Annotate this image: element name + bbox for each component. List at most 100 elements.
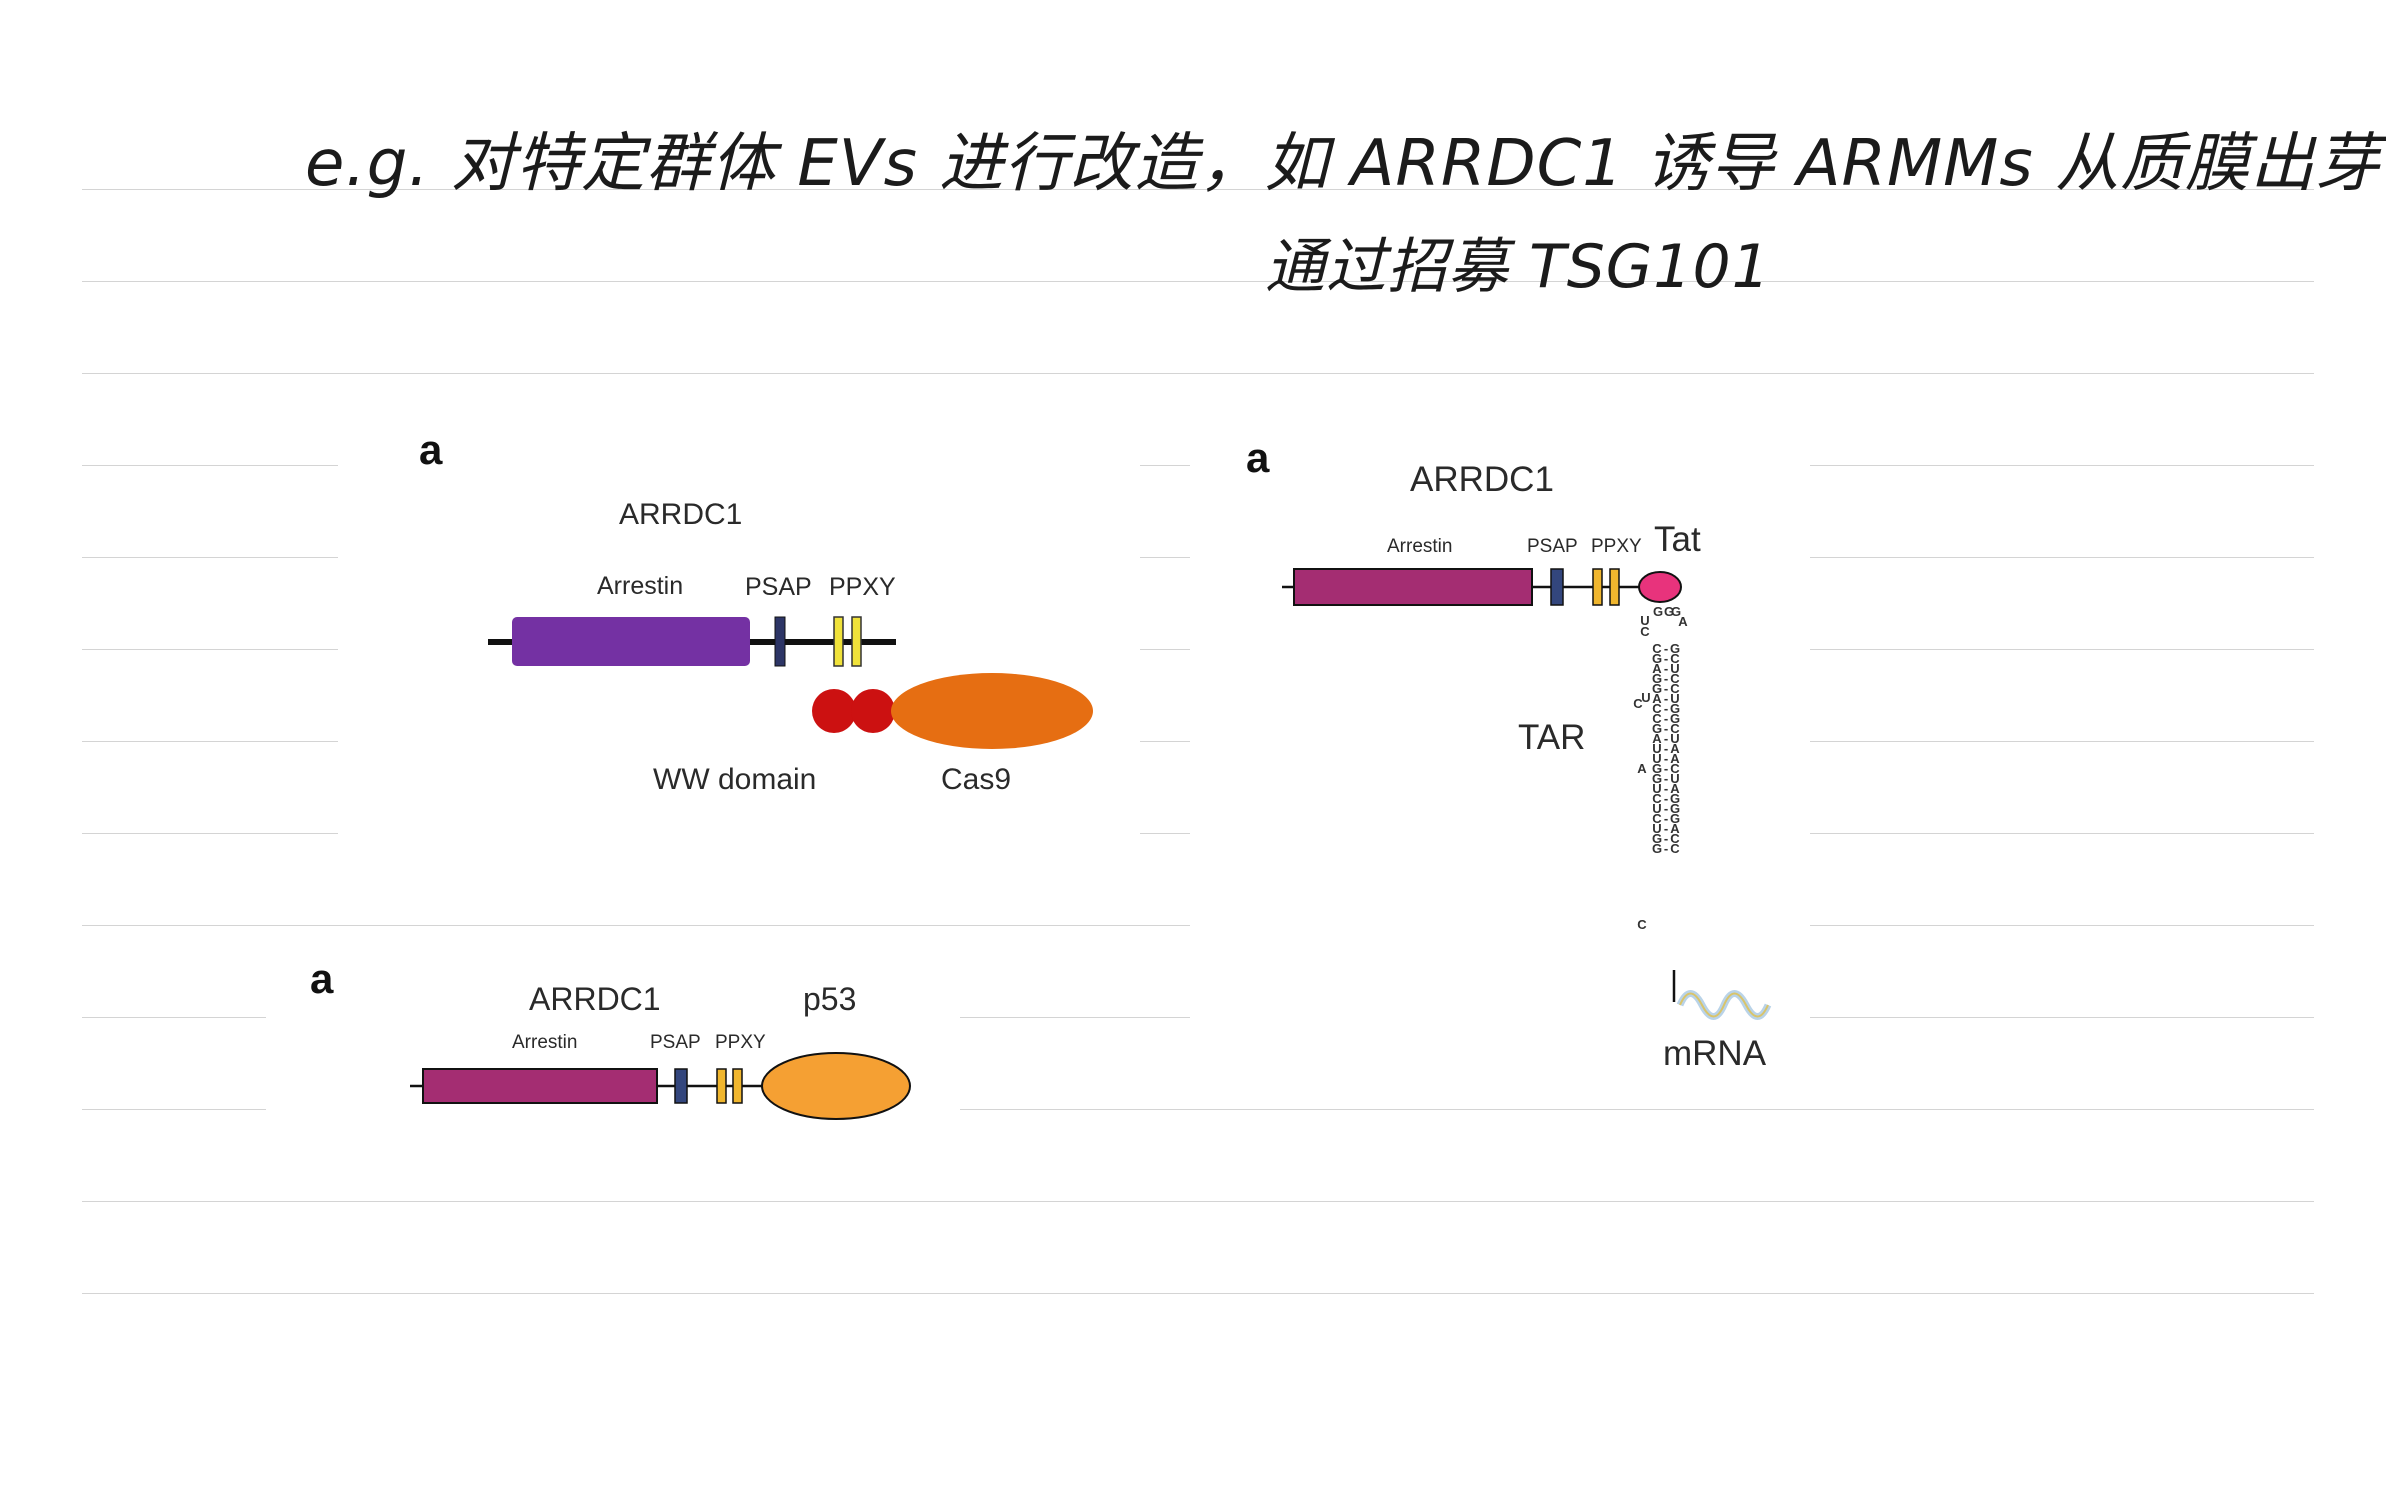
ppxy-motif-box-1 xyxy=(716,1068,727,1104)
tar-left-base: U xyxy=(1652,781,1661,796)
arrestin-domain-box xyxy=(512,617,750,666)
tar-right-base: C xyxy=(1670,651,1680,666)
tar-right-base: C xyxy=(1670,721,1680,736)
tar-left-base: G xyxy=(1652,681,1662,696)
ppxy-label: PPXY xyxy=(829,573,896,601)
tar-left-base: C xyxy=(1652,791,1662,806)
p53-label: p53 xyxy=(803,981,857,1017)
tar-left-base: U xyxy=(1652,751,1661,766)
tar-right-base: C xyxy=(1670,671,1680,686)
tar-right-base: A xyxy=(1670,821,1680,836)
tar-base-pair-bond: - xyxy=(1664,661,1668,676)
tar-base-pair-bond: - xyxy=(1664,721,1668,736)
ruled-line xyxy=(82,373,2314,374)
tar-left-base: G xyxy=(1652,651,1662,666)
tar-left-base: G xyxy=(1652,721,1662,736)
ppxy-motif-box-2 xyxy=(851,616,862,667)
tar-left-base: A xyxy=(1652,661,1662,676)
arrestin-label: Arrestin xyxy=(597,572,684,600)
panel-letter: a xyxy=(310,955,334,1002)
tat-ellipse xyxy=(1638,571,1682,603)
p53-ellipse xyxy=(761,1052,911,1120)
tar-base-pair-bond: - xyxy=(1664,781,1668,796)
psap-motif-box xyxy=(774,616,786,667)
ppxy-motif-box-1 xyxy=(833,616,844,667)
panel-letter: a xyxy=(419,426,443,473)
arrestin-domain-box xyxy=(1293,568,1533,606)
tar-right-base: C xyxy=(1670,841,1680,856)
tar-right-base: G xyxy=(1670,791,1680,806)
tar-left-base: C xyxy=(1652,711,1662,726)
panel-arrdc1-cas9: a ARRDC1 Arrestin PSAP PPXY WW domain Ca… xyxy=(338,410,1140,835)
tar-base-pair-bond: - xyxy=(1664,751,1668,766)
psap-label: PSAP xyxy=(1527,536,1578,557)
tar-right-base: G xyxy=(1670,701,1680,716)
tar-right-base: G xyxy=(1670,641,1680,656)
tar-left-base: G xyxy=(1652,771,1662,786)
ww-domain-circle-2 xyxy=(851,689,895,733)
tar-left-base: G xyxy=(1652,831,1662,846)
tar-base-pair-bond: - xyxy=(1664,741,1668,756)
handwritten-note-line-2: 通过招募 TSG101 xyxy=(1265,232,1771,302)
tar-base-pair-bond: - xyxy=(1664,821,1668,836)
tar-label: TAR xyxy=(1518,718,1586,757)
ww-domain-label: WW domain xyxy=(653,763,817,796)
tar-base-pair-bond: - xyxy=(1664,671,1668,686)
tar-right-base: C xyxy=(1670,681,1680,696)
tar-bulge-base: C xyxy=(1637,917,1647,932)
handwritten-note-line-1: e.g. 对特定群体 EVs 进行改造，如 ARRDC1 诱导 ARMMs 从质… xyxy=(305,127,2386,201)
tar-left-base: G xyxy=(1652,671,1662,686)
tar-loop-base: A xyxy=(1678,614,1688,629)
psap-label: PSAP xyxy=(650,1032,701,1053)
protein-label: ARRDC1 xyxy=(1410,460,1554,499)
arrestin-label: Arrestin xyxy=(1387,536,1453,557)
tar-bulge-base: A xyxy=(1637,761,1647,776)
tar-bulge-base: C xyxy=(1633,696,1643,711)
tar-left-base: C xyxy=(1652,811,1662,826)
cas9-label: Cas9 xyxy=(941,763,1012,796)
tar-right-base: A xyxy=(1670,751,1680,766)
tar-base-pair-bond: - xyxy=(1664,651,1668,666)
arrestin-domain-box xyxy=(422,1068,658,1104)
panel-arrdc1-tat: a ARRDC1 Arrestin PSAP PPXY Tat TAR mRNA… xyxy=(1190,410,1810,1090)
mrna-label: mRNA xyxy=(1663,1034,1767,1073)
panel-arrdc1-p53: a ARRDC1 p53 Arrestin PSAP PPXY xyxy=(266,935,960,1135)
ruled-line xyxy=(82,1201,2314,1202)
tar-left-base: C xyxy=(1652,641,1662,656)
ppxy-label: PPXY xyxy=(715,1032,766,1053)
tar-base-pair-bond: - xyxy=(1664,811,1668,826)
tar-base-pair-bond: - xyxy=(1664,641,1668,656)
arrestin-label: Arrestin xyxy=(512,1032,578,1053)
tat-label: Tat xyxy=(1654,520,1701,559)
tar-base-pair-bond: - xyxy=(1664,791,1668,806)
tar-right-base: C xyxy=(1670,831,1680,846)
tar-left-base: A xyxy=(1652,731,1662,746)
tar-loop-base: U xyxy=(1640,613,1649,628)
tar-right-base: U xyxy=(1670,771,1679,786)
tar-loop-base: G xyxy=(1664,604,1674,619)
tar-right-base: U xyxy=(1670,691,1679,706)
ppxy-label: PPXY xyxy=(1591,536,1642,557)
tar-base-pair-bond: - xyxy=(1664,841,1668,856)
psap-motif-box xyxy=(674,1068,688,1104)
cas9-construct-diagram xyxy=(488,616,1093,749)
ruled-line xyxy=(82,281,2314,282)
tar-base-pair-bond: - xyxy=(1664,801,1668,816)
ruled-line xyxy=(82,1293,2314,1294)
mrna-wave xyxy=(1679,992,1769,1018)
psap-label: PSAP xyxy=(745,573,812,601)
ppxy-motif-box-2 xyxy=(732,1068,743,1104)
tar-loop-base: G xyxy=(1671,604,1681,619)
ww-domain-circle-1 xyxy=(812,689,856,733)
tar-base-pair-bond: - xyxy=(1664,831,1668,846)
tar-loop-base: G xyxy=(1653,604,1663,619)
tar-base-pair-bond: - xyxy=(1664,731,1668,746)
tar-left-base: G xyxy=(1652,761,1662,776)
tar-base-pair-bond: - xyxy=(1664,681,1668,696)
ruled-line xyxy=(82,189,2314,190)
psap-motif-box xyxy=(1550,568,1564,606)
tar-right-base: A xyxy=(1670,781,1680,796)
panel-letter: a xyxy=(1246,434,1270,481)
